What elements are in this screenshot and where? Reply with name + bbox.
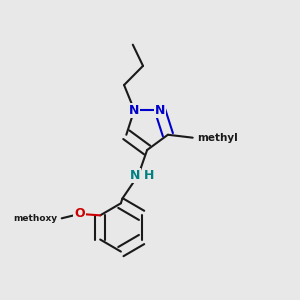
Text: O: O	[74, 207, 85, 220]
Text: N: N	[130, 169, 140, 182]
Text: H: H	[144, 169, 154, 182]
Text: methoxy: methoxy	[13, 214, 57, 223]
Text: N: N	[129, 103, 140, 117]
Text: methyl: methyl	[197, 133, 238, 143]
Text: N: N	[155, 103, 165, 117]
